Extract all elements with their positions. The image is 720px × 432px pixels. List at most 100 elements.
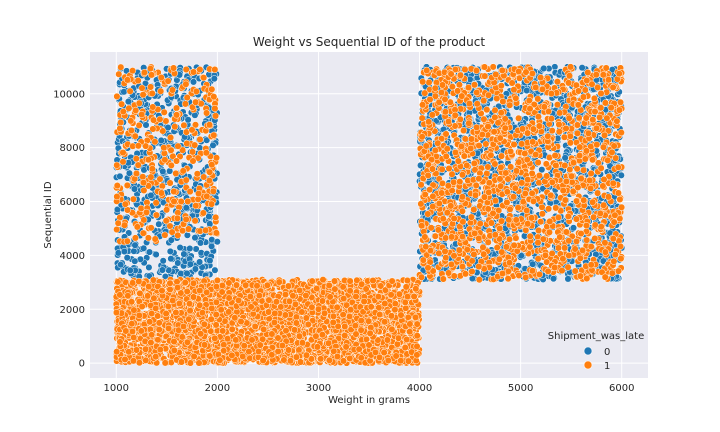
data-point-series-0	[191, 265, 199, 273]
data-point-series-0	[155, 220, 163, 228]
data-point-series-0	[189, 78, 198, 86]
data-point-series-1	[163, 206, 171, 214]
data-point-series-1	[173, 111, 181, 119]
data-point-series-1	[179, 167, 187, 175]
data-point-series-0	[167, 255, 175, 263]
data-point-series-1	[138, 110, 146, 119]
data-point-series-0	[184, 116, 192, 124]
data-point-series-1	[140, 179, 148, 187]
data-point-series-1	[117, 118, 125, 127]
data-point-series-1	[142, 208, 151, 216]
data-point-series-0	[142, 121, 150, 129]
data-point-series-1	[195, 190, 203, 198]
data-point-series-0	[538, 166, 546, 174]
data-point-series-1	[157, 189, 166, 197]
data-point-series-1	[199, 209, 207, 217]
data-point-series-1	[189, 148, 197, 156]
data-point-series-1	[162, 117, 170, 125]
data-point-series-1	[172, 104, 181, 112]
data-point-series-1	[138, 84, 146, 92]
data-point-series-1	[171, 123, 179, 131]
data-point-series-1	[134, 77, 142, 85]
data-point-series-0	[569, 224, 578, 232]
data-point-series-1	[160, 144, 168, 152]
data-point-series-1	[147, 71, 156, 79]
data-point-series-1	[205, 121, 214, 129]
data-point-series-0	[529, 260, 537, 268]
data-point-series-0	[124, 98, 132, 106]
data-point-series-1	[131, 132, 139, 140]
data-point-series-1	[127, 126, 135, 134]
data-point-series-1	[151, 235, 159, 243]
data-point-series-1	[113, 225, 121, 234]
data-point-series-0	[182, 204, 190, 212]
data-point-series-0	[157, 136, 165, 144]
data-point-series-1	[184, 197, 192, 205]
data-point-series-1	[132, 106, 140, 114]
data-point-series-0	[196, 239, 205, 247]
data-point-series-1	[148, 89, 156, 97]
data-point-series-1	[211, 104, 219, 113]
data-point-series-1	[118, 100, 126, 108]
data-point-series-0	[205, 212, 213, 221]
data-point-series-1	[121, 221, 129, 229]
data-point-series-1	[131, 234, 139, 242]
data-point-series-0	[131, 241, 139, 249]
data-point-series-0	[167, 236, 175, 244]
data-point-series-0	[208, 242, 216, 250]
data-point-series-1	[129, 67, 137, 75]
data-point-series-1	[202, 226, 210, 234]
data-point-series-1	[209, 187, 217, 195]
data-point-series-1	[208, 85, 216, 93]
data-point-series-1	[177, 197, 185, 206]
data-point-series-1	[119, 158, 127, 166]
data-point-series-1	[182, 215, 190, 223]
data-point-series-1	[170, 187, 178, 196]
data-point-series-1	[113, 182, 121, 190]
data-point-series-1	[181, 100, 189, 108]
data-point-series-1	[202, 149, 210, 157]
data-point-series-0	[186, 244, 194, 253]
data-point-series-0	[152, 250, 160, 259]
data-point-series-1	[203, 109, 211, 117]
data-point-series-1	[149, 125, 157, 133]
data-point-series-1	[173, 214, 181, 222]
data-point-series-1	[182, 80, 190, 88]
data-point-series-1	[135, 99, 143, 107]
data-point-series-0	[145, 248, 154, 256]
data-point-series-1	[144, 234, 152, 242]
data-point-series-1	[134, 161, 142, 169]
data-point-series-1	[135, 121, 143, 129]
data-point-series-0	[147, 191, 155, 199]
data-point-series-1	[192, 87, 200, 95]
data-point-series-1	[146, 65, 155, 73]
data-point-series-1	[179, 227, 187, 235]
data-point-series-1	[113, 193, 121, 201]
data-point-series-1	[150, 116, 158, 124]
data-point-series-1	[182, 176, 190, 184]
data-point-series-1	[123, 237, 131, 245]
data-point-series-1	[151, 138, 159, 146]
data-point-series-1	[166, 222, 174, 230]
data-point-series-1	[183, 139, 191, 148]
data-point-series-1	[139, 91, 147, 99]
data-point-series-1	[196, 66, 204, 74]
data-point-series-1	[189, 68, 198, 76]
data-point-series-1	[114, 219, 122, 227]
data-point-series-0	[159, 167, 167, 175]
data-point-series-1	[192, 98, 200, 106]
data-point-series-1	[205, 177, 213, 185]
data-point-series-1	[157, 87, 165, 95]
data-point-series-1	[144, 156, 152, 164]
data-point-series-1	[206, 168, 214, 176]
data-point-series-0	[209, 141, 217, 149]
data-point-series-1	[126, 87, 134, 95]
data-point-series-1	[174, 142, 182, 150]
data-point-series-1	[192, 202, 200, 210]
data-point-series-1	[208, 200, 216, 208]
data-point-series-1	[172, 169, 180, 177]
data-point-series-1	[156, 175, 164, 183]
data-point-series-0	[578, 64, 586, 72]
data-point-series-1	[186, 188, 194, 196]
data-point-series-1	[212, 229, 220, 237]
